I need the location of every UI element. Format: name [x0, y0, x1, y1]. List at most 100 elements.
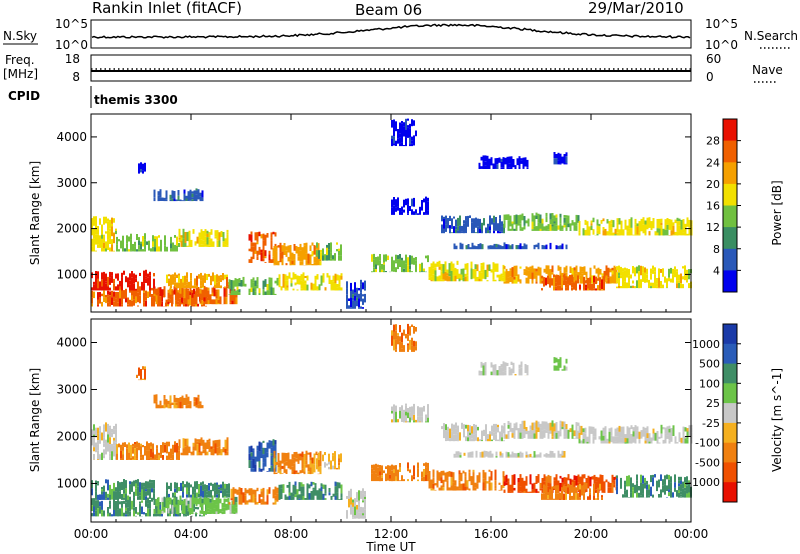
velocity-cell — [601, 495, 603, 498]
power-cell — [186, 231, 189, 242]
velocity-cell — [591, 476, 594, 480]
velocity-cell — [204, 489, 206, 498]
velocity-cell — [466, 480, 469, 487]
velocity-cell — [664, 478, 666, 485]
velocity-cell — [529, 425, 532, 430]
velocity-cell — [597, 487, 599, 498]
velocity-cell — [500, 485, 503, 491]
power-cell — [236, 286, 239, 290]
power-cell — [381, 264, 383, 270]
velocity-cell — [604, 426, 607, 435]
power-cell — [672, 222, 675, 226]
velocity-cell — [636, 492, 638, 498]
velocity-cell — [626, 438, 629, 444]
velocity-cell — [397, 419, 399, 423]
velocity-cell — [630, 486, 632, 493]
power-cell — [616, 232, 619, 236]
velocity-cell — [203, 513, 205, 517]
velocity-cell — [129, 496, 131, 500]
power-cell — [121, 287, 123, 291]
power-cell — [111, 275, 113, 283]
power-cell — [676, 280, 678, 284]
power-cell — [220, 285, 222, 289]
velocity-cell — [350, 504, 352, 515]
velocity-cell — [509, 425, 512, 432]
velocity-cell — [630, 492, 632, 498]
velocity-cell — [567, 474, 570, 481]
power-cell — [118, 239, 120, 242]
velocity-cell — [499, 431, 501, 439]
velocity-cell — [308, 484, 311, 489]
velocity-cell — [535, 488, 538, 493]
power-cell — [563, 222, 566, 225]
power-cell — [192, 229, 195, 234]
velocity-cell — [491, 453, 494, 458]
power-cell — [125, 289, 127, 299]
velocity-cell — [227, 500, 230, 510]
power-cell — [214, 275, 216, 285]
power-cell — [461, 225, 463, 232]
velocity-cell — [628, 436, 631, 441]
velocity-cell — [103, 491, 105, 500]
power-cell — [606, 219, 609, 224]
velocity-cell — [503, 489, 506, 493]
power-cell — [287, 245, 290, 253]
power-cell — [482, 262, 485, 270]
power-cell — [195, 188, 198, 191]
velocity-cell — [571, 432, 574, 439]
power-cell — [375, 257, 377, 265]
power-cell — [465, 224, 467, 234]
nsearch-tick-top: 10^5 — [705, 17, 738, 31]
power-cell — [622, 268, 624, 272]
power-cell — [143, 283, 145, 290]
velocity-cell — [624, 437, 627, 443]
power-cell — [391, 139, 393, 147]
velocity-cell — [670, 476, 672, 483]
power-cell — [175, 300, 178, 305]
power-cell — [626, 231, 629, 236]
power-cell — [133, 299, 135, 306]
power-cell — [180, 286, 182, 289]
power-cell — [598, 223, 601, 227]
power-cell — [290, 283, 293, 287]
power-cell — [658, 218, 661, 229]
velocity-cell — [492, 364, 495, 376]
power-cell — [319, 261, 322, 266]
power-cell — [373, 267, 375, 270]
velocity-cell — [565, 486, 567, 493]
velocity-cell — [415, 327, 417, 332]
velocity-cell — [200, 496, 202, 498]
power-cell — [222, 241, 225, 244]
power-cell — [326, 273, 329, 278]
velocity-cell — [581, 491, 583, 496]
power-cell — [583, 284, 585, 290]
velocity-cell — [628, 475, 630, 487]
power-cell — [174, 282, 176, 287]
velocity-xtick-label: 12:00 — [374, 527, 409, 541]
power-cell — [557, 160, 560, 165]
nave-tick-top: 60 — [706, 52, 721, 66]
power-cell — [186, 272, 188, 279]
power-cell — [307, 253, 310, 264]
velocity-cell — [168, 493, 170, 498]
velocity-cell — [215, 511, 218, 515]
velocity-cell — [364, 494, 366, 497]
power-cell — [553, 152, 556, 159]
velocity-xtick-label: 16:00 — [474, 527, 509, 541]
power-cell — [204, 236, 207, 243]
velocity-cell — [313, 464, 316, 473]
power-cell — [613, 265, 616, 276]
velocity-cell — [543, 474, 546, 482]
velocity-cell — [97, 440, 99, 445]
power-cell — [604, 228, 607, 236]
velocity-cell — [686, 485, 688, 494]
velocity-cbar-swatch — [723, 383, 737, 404]
power-cell — [510, 156, 513, 165]
velocity-cell — [113, 498, 115, 500]
power-cell — [160, 246, 162, 251]
velocity-cell — [336, 482, 339, 493]
nsky-frame — [90, 19, 692, 49]
power-cell — [193, 304, 195, 307]
power-cell — [256, 241, 259, 245]
power-cell — [506, 156, 509, 164]
